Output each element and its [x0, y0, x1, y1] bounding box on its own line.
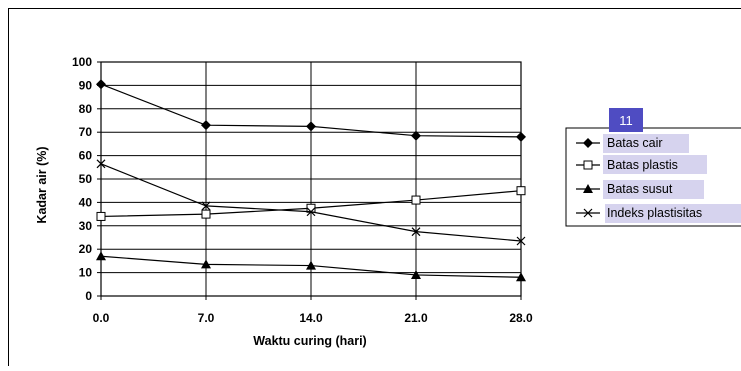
- x-tick-label: 0.0: [93, 311, 110, 325]
- data-point-batas-plastis: [202, 210, 210, 218]
- y-tick-label: 20: [79, 242, 93, 256]
- x-tick-label: 21.0: [404, 311, 428, 325]
- annotation-badge: 11: [609, 108, 643, 132]
- y-tick-label: 10: [79, 266, 93, 280]
- y-tick-label: 70: [79, 125, 93, 139]
- legend-label-indeks-plastisitas: Indeks plastisitas: [607, 206, 702, 220]
- y-tick-label: 100: [72, 55, 92, 69]
- legend-label-batas-cair: Batas cair: [607, 136, 663, 150]
- data-point-batas-plastis: [97, 212, 105, 220]
- x-tick-label: 7.0: [198, 311, 215, 325]
- y-tick-label: 60: [79, 149, 93, 163]
- svg-text:11: 11: [619, 113, 633, 128]
- y-tick-label: 50: [79, 172, 93, 186]
- y-tick-label: 30: [79, 219, 93, 233]
- legend-marker-batas-plastis: [584, 161, 592, 169]
- legend-label-batas-susut: Batas susut: [607, 182, 673, 196]
- data-point-batas-plastis: [517, 187, 525, 195]
- x-tick-label: 28.0: [509, 311, 533, 325]
- y-tick-labels: 0 10 20 30 40 50 60 70 80 90 100: [72, 55, 92, 303]
- legend: Batas cair Batas plastis Batas susut Indeks…: [566, 128, 741, 226]
- y-axis-label: Kadar air (%): [35, 146, 49, 223]
- data-point-batas-plastis: [412, 196, 420, 204]
- y-tick-label: 40: [79, 195, 93, 209]
- y-tick-label: 80: [79, 102, 93, 116]
- y-tick-label: 90: [79, 78, 93, 92]
- legend-label-batas-plastis: Batas plastis: [607, 158, 678, 172]
- y-tick-label: 0: [85, 289, 92, 303]
- x-tick-label: 14.0: [299, 311, 323, 325]
- x-tick-labels: 0.0 7.0 14.0 21.0 28.0: [93, 311, 533, 325]
- x-axis-label: Waktu curing (hari): [253, 334, 366, 348]
